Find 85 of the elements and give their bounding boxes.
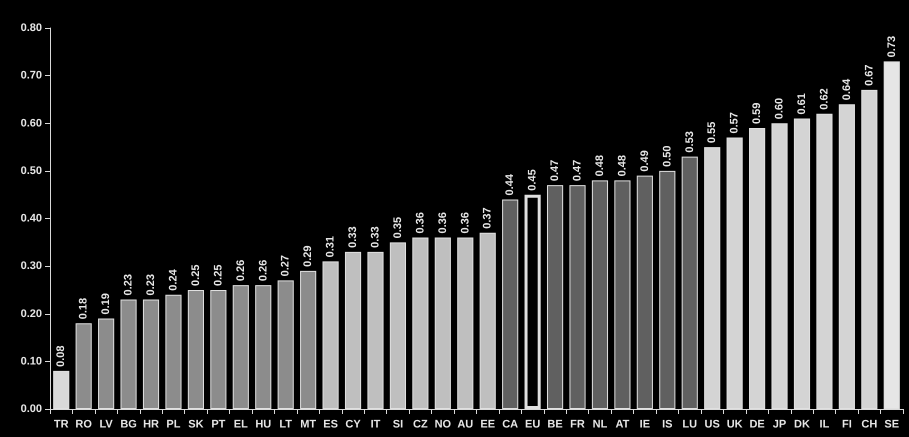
data-label: 0.47 — [572, 160, 584, 182]
x-tick-label: LU — [682, 418, 698, 430]
data-label: 0.59 — [751, 102, 764, 124]
x-tick-label: AU — [457, 418, 474, 430]
y-tick-label: 0.00 — [20, 403, 42, 415]
x-tick-label: BE — [547, 418, 563, 430]
data-label: 0.36 — [459, 212, 472, 234]
x-tick-label: JP — [772, 418, 786, 430]
data-label: 0.33 — [369, 226, 382, 248]
y-tick-label: 0.40 — [20, 212, 42, 224]
data-label: 0.36 — [436, 212, 449, 234]
data-label: 0.26 — [234, 260, 247, 282]
data-label: 0.49 — [638, 150, 651, 172]
x-tick-label: FR — [570, 418, 585, 430]
data-label: 0.35 — [392, 216, 404, 238]
y-tick-label: 0.50 — [20, 164, 42, 177]
data-label: 0.37 — [482, 207, 494, 229]
x-tick-label: ES — [323, 418, 338, 430]
y-tick-label: 0.20 — [20, 308, 42, 320]
data-label: 0.25 — [190, 264, 202, 286]
x-tick-label: IE — [640, 418, 650, 430]
x-tick-label: HR — [143, 418, 160, 430]
data-label: 0.73 — [886, 36, 898, 58]
x-tick-label: LV — [99, 418, 114, 430]
x-tick-label: CA — [502, 418, 518, 430]
x-tick-label: BG — [120, 418, 137, 430]
y-tick-label: 0.60 — [20, 117, 42, 130]
data-label: 0.19 — [100, 293, 112, 315]
x-tick-label: IS — [662, 418, 673, 430]
data-label: 0.48 — [594, 154, 606, 176]
data-label: 0.25 — [212, 264, 224, 286]
x-tick-label: CY — [345, 418, 362, 430]
x-tick-label: CZ — [413, 418, 428, 430]
data-label: 0.55 — [706, 122, 718, 144]
x-tick-label: US — [704, 418, 720, 430]
data-label: 0.50 — [661, 145, 674, 167]
data-label: 0.24 — [167, 268, 180, 291]
data-label: 0.57 — [728, 112, 741, 134]
data-label: 0.60 — [774, 98, 786, 120]
data-label: 0.31 — [324, 236, 337, 258]
data-label: 0.33 — [347, 226, 360, 248]
data-label: 0.61 — [796, 93, 808, 114]
y-tick-label: 0.30 — [20, 260, 42, 272]
data-label: 0.45 — [526, 169, 539, 191]
data-label: 0.53 — [684, 131, 696, 153]
x-tick-label: PT — [211, 418, 226, 430]
x-tick-label: NO — [434, 418, 452, 430]
x-tick-label: LT — [279, 418, 292, 430]
data-label: 0.23 — [122, 274, 135, 296]
x-tick-label: AT — [615, 418, 630, 430]
x-tick-label: UK — [726, 418, 743, 430]
data-label: 0.27 — [280, 254, 292, 276]
x-tick-label: PL — [166, 418, 181, 430]
data-label: 0.44 — [504, 173, 516, 196]
data-label: 0.26 — [257, 260, 270, 282]
y-tick-label: 0.10 — [20, 355, 42, 368]
x-tick-label: FI — [842, 418, 852, 430]
x-tick-label: EU — [524, 418, 540, 430]
x-tick-label: EE — [480, 418, 496, 430]
data-label: 0.29 — [302, 245, 314, 267]
x-tick-label: MT — [300, 418, 316, 430]
y-tick-label: 0.70 — [20, 70, 42, 82]
x-tick-label: RO — [75, 418, 92, 430]
data-label: 0.18 — [78, 298, 90, 320]
data-label: 0.64 — [840, 78, 853, 100]
x-tick-label: SI — [392, 418, 404, 430]
x-tick-label: TR — [54, 418, 69, 430]
x-tick-label: HU — [255, 418, 272, 430]
x-tick-label: IT — [370, 418, 381, 430]
x-tick-label: SE — [884, 418, 900, 430]
x-tick-label: DK — [794, 418, 810, 430]
x-tick-label: CH — [861, 418, 878, 430]
data-label: 0.36 — [414, 212, 426, 234]
data-label: 0.67 — [863, 64, 876, 86]
x-tick-label: EL — [234, 418, 248, 430]
data-label: 0.62 — [818, 88, 830, 110]
x-tick-label: SK — [188, 418, 204, 430]
data-label: 0.47 — [549, 160, 562, 182]
x-tick-label: IL — [820, 418, 830, 430]
data-label: 0.48 — [616, 154, 628, 176]
data-label: 0.08 — [55, 345, 68, 367]
x-tick-label: NL — [592, 418, 608, 430]
y-tick-label: 0.80 — [20, 22, 42, 34]
x-tick-label: DE — [749, 418, 765, 430]
data-label: 0.23 — [145, 274, 158, 296]
